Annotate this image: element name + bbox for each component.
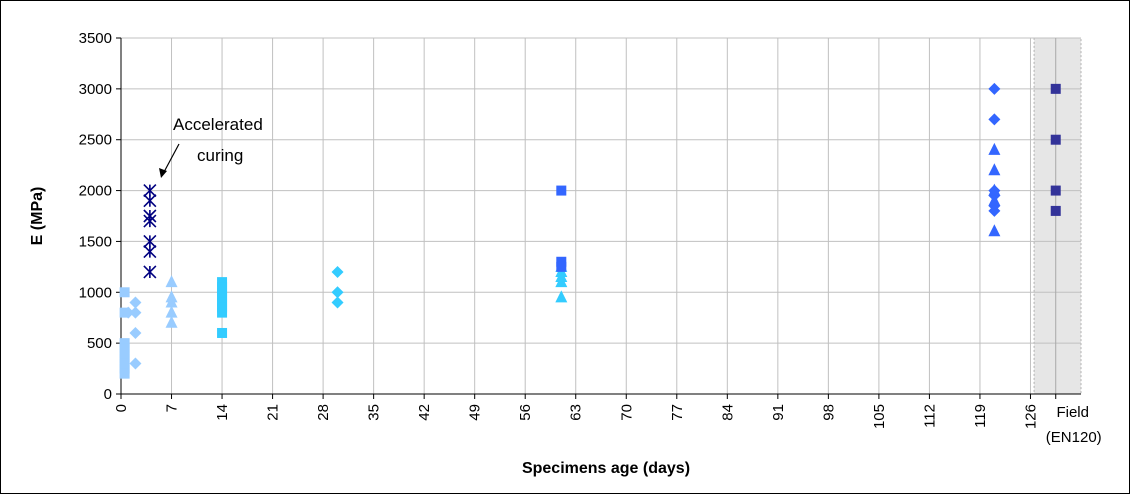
x-tick-label: 0 <box>113 404 130 412</box>
annotation-line2: curing <box>197 146 243 165</box>
data-point-star <box>143 184 157 198</box>
x-tick-label: 7 <box>164 404 181 412</box>
y-tick-label: 2500 <box>79 132 112 149</box>
x-tick-label: 84 <box>719 404 736 421</box>
data-point-diamond <box>129 357 142 370</box>
data-point-square <box>119 368 130 379</box>
data-point-triangle <box>988 183 1001 196</box>
axes <box>116 37 1081 399</box>
field-sublabel: (EN120) <box>1046 429 1102 446</box>
y-tick-label: 3000 <box>79 81 112 98</box>
data-point-square <box>119 353 130 364</box>
x-tick-label: 35 <box>366 404 383 421</box>
data-point-square <box>119 348 130 359</box>
data-point-square <box>119 358 130 369</box>
x-tick-label: 119 <box>972 404 989 428</box>
data-point-diamond <box>129 296 142 309</box>
data-point-square <box>556 261 567 272</box>
data-point-square <box>556 185 567 196</box>
data-point-square <box>119 287 130 298</box>
x-tick-label: 77 <box>669 404 686 421</box>
data-point-triangle <box>165 295 178 308</box>
data-point-diamond <box>122 306 135 319</box>
gridlines <box>121 37 1081 394</box>
annotation-arrowhead <box>159 168 167 178</box>
data-point-square <box>1050 134 1061 145</box>
x-axis-title: Specimens age (days) <box>522 460 690 477</box>
data-point-square <box>217 302 228 313</box>
data-point-star <box>143 214 157 228</box>
data-point-triangle <box>988 193 1001 206</box>
x-tick-label: 112 <box>921 404 938 428</box>
data-point-square <box>119 363 130 374</box>
data-point-diamond <box>988 82 1001 95</box>
data-point-triangle <box>555 290 568 303</box>
data-points <box>119 82 1061 379</box>
data-point-diamond <box>331 296 344 309</box>
data-point-triangle <box>988 163 1001 176</box>
y-tick-label: 2000 <box>79 183 112 200</box>
x-tick-label: 98 <box>820 404 837 421</box>
x-tick-label: 21 <box>265 404 282 421</box>
data-point-triangle <box>165 275 178 288</box>
x-tick-label: 42 <box>416 404 433 421</box>
x-tick-label: 70 <box>618 404 635 421</box>
data-point-triangle <box>555 275 568 288</box>
x-tick-label: 105 <box>871 404 888 429</box>
tick-labels: 0 500 1000 1500 2000 2500 3000 3500 0 7 14 21 28 35 42… <box>79 30 1102 446</box>
data-point-star <box>143 234 157 248</box>
data-point-square <box>217 292 228 303</box>
data-point-star <box>143 265 157 279</box>
data-point-diamond <box>988 113 1001 126</box>
data-point-square <box>217 327 228 338</box>
data-point-square <box>1050 185 1061 196</box>
data-point-square <box>217 307 228 318</box>
y-axis-title: E (MPa) <box>29 187 46 246</box>
data-point-square <box>217 277 228 288</box>
data-point-diamond <box>988 204 1001 217</box>
y-tick-label: 1000 <box>79 284 112 301</box>
data-point-square <box>1050 83 1061 94</box>
data-point-triangle <box>988 224 1001 237</box>
data-point-square <box>119 338 130 349</box>
data-point-square <box>217 282 228 293</box>
data-point-star <box>143 245 157 259</box>
data-point-triangle <box>988 142 1001 155</box>
annotation-line1: Accelerated <box>173 115 263 134</box>
data-point-diamond <box>129 306 142 319</box>
data-point-diamond <box>331 286 344 299</box>
field-label: Field <box>1056 404 1089 421</box>
annotation-arrow <box>163 143 180 173</box>
data-point-square <box>217 287 228 298</box>
data-point-triangle <box>165 315 178 328</box>
field-zone <box>1033 37 1082 395</box>
data-point-star <box>143 194 157 208</box>
data-point-square <box>1050 205 1061 216</box>
x-tick-label: 28 <box>315 404 332 421</box>
data-point-square <box>119 343 130 354</box>
x-tick-label: 91 <box>770 404 787 421</box>
x-tick-label: 63 <box>568 404 585 421</box>
y-tick-label: 1500 <box>79 233 112 250</box>
x-tick-label: 126 <box>1022 404 1039 429</box>
x-tick-label: 56 <box>517 404 534 421</box>
data-point-diamond <box>331 265 344 278</box>
x-tick-label: 14 <box>214 404 231 421</box>
y-tick-label: 500 <box>87 335 112 352</box>
data-point-square <box>556 256 567 267</box>
x-tick-label: 49 <box>467 404 484 421</box>
y-tick-label: 3500 <box>79 30 112 47</box>
data-point-diamond <box>129 326 142 339</box>
y-tick-label: 0 <box>104 386 112 403</box>
data-point-triangle <box>165 305 178 318</box>
data-point-square <box>217 297 228 308</box>
